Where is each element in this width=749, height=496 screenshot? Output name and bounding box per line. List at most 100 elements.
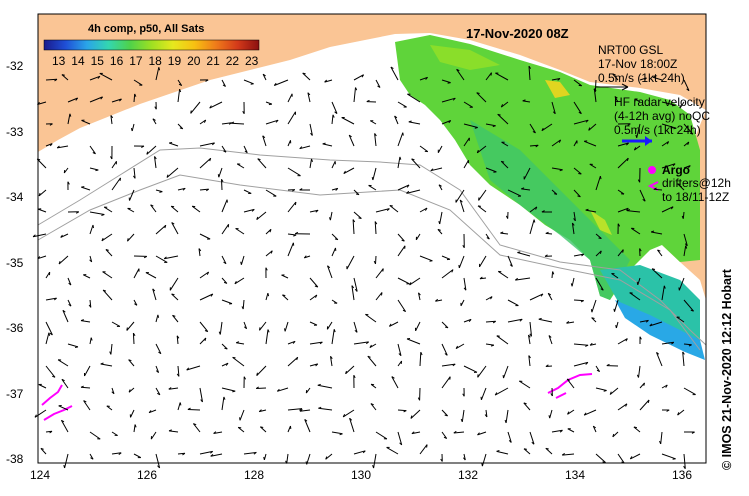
current-arrow <box>351 285 355 301</box>
current-arrow <box>89 299 92 308</box>
current-arrow <box>528 66 531 81</box>
current-arrow <box>353 450 366 455</box>
current-arrow-head <box>580 300 584 303</box>
current-arrow <box>406 189 421 194</box>
current-arrow-head <box>299 409 303 412</box>
current-arrow-head <box>656 352 660 355</box>
current-arrow <box>406 338 421 345</box>
colorbar-tick-label: 16 <box>109 54 124 68</box>
current-arrow <box>566 321 575 324</box>
current-arrow <box>177 365 180 377</box>
current-arrow-head <box>637 179 641 183</box>
current-arrow-head <box>238 426 242 429</box>
current-arrow <box>589 343 597 346</box>
current-arrow-head <box>476 149 479 154</box>
current-arrow-head <box>358 217 362 219</box>
current-arrow <box>40 448 47 455</box>
current-arrow <box>235 228 245 235</box>
credit-text: © IMOS 21-Nov-2020 12:12 Hobart <box>720 269 734 470</box>
current-arrow <box>262 73 267 81</box>
current-arrow <box>463 365 478 373</box>
current-arrow <box>259 409 267 413</box>
current-arrow-head <box>390 66 394 70</box>
current-arrow <box>309 123 313 136</box>
current-arrow <box>259 321 267 331</box>
current-arrow-head <box>101 214 105 216</box>
current-arrow <box>299 145 311 150</box>
current-arrow <box>617 249 624 257</box>
current-arrow-head <box>218 331 221 335</box>
current-arrow <box>277 387 289 392</box>
current-arrow <box>496 450 509 455</box>
y-tick-label: -32 <box>6 59 24 73</box>
current-arrow-head <box>545 231 549 234</box>
current-arrow-head <box>206 271 210 275</box>
current-arrow-head <box>532 130 536 134</box>
current-arrow <box>386 446 399 455</box>
current-arrow <box>651 268 663 279</box>
current-arrow-head <box>371 176 374 181</box>
current-arrow <box>322 143 333 147</box>
current-arrow <box>592 425 597 433</box>
current-arrow <box>193 423 201 433</box>
current-arrow <box>36 158 47 169</box>
current-arrow-head <box>80 319 84 322</box>
current-arrow-head <box>234 280 237 285</box>
current-arrow-head <box>529 333 532 337</box>
current-arrow-head <box>609 391 612 395</box>
current-arrow <box>287 201 297 213</box>
current-arrow <box>476 145 487 154</box>
current-arrow-head <box>186 367 190 371</box>
current-arrow-head <box>521 187 525 190</box>
current-arrow <box>661 453 676 460</box>
current-arrow <box>507 255 513 267</box>
current-arrow-head <box>566 320 570 324</box>
current-arrow-head <box>444 414 448 417</box>
current-arrow-head <box>593 88 597 92</box>
current-arrow <box>199 321 209 332</box>
current-arrow-head <box>435 298 439 302</box>
current-arrow <box>435 299 443 302</box>
current-arrow <box>111 98 122 103</box>
current-arrow-head <box>687 141 690 145</box>
current-arrow-head <box>501 160 505 163</box>
current-arrow <box>441 363 456 367</box>
current-arrow-head <box>318 406 322 409</box>
colorbar-tick-label: 13 <box>52 54 66 68</box>
current-arrow <box>375 255 377 264</box>
current-arrow-head <box>118 452 122 456</box>
current-arrow-head <box>178 83 182 87</box>
current-arrow-head <box>241 306 244 310</box>
current-arrow <box>177 187 186 191</box>
current-arrow-head <box>132 175 136 179</box>
current-arrow <box>302 72 311 81</box>
current-arrow-head <box>538 317 542 320</box>
current-arrow <box>573 253 584 257</box>
current-arrow <box>34 409 47 418</box>
current-arrow <box>155 365 160 373</box>
current-arrow-head <box>296 357 299 361</box>
current-arrow-head <box>92 152 96 155</box>
current-arrow-head <box>243 376 247 380</box>
current-arrow <box>177 79 183 86</box>
current-arrow <box>411 431 421 435</box>
current-arrow-head <box>533 219 536 223</box>
x-tick-label: 124 <box>30 468 51 482</box>
current-arrow <box>155 255 168 263</box>
current-arrow-head <box>217 174 220 178</box>
current-arrow-head <box>206 188 209 192</box>
current-arrow <box>128 359 135 367</box>
current-arrow <box>391 376 399 389</box>
current-arrow <box>265 228 272 235</box>
current-arrow-head <box>40 447 44 450</box>
current-arrow <box>630 453 641 460</box>
current-arrow <box>633 426 641 433</box>
current-arrow-head <box>585 362 589 365</box>
current-arrow <box>441 79 451 84</box>
current-arrow <box>419 76 428 81</box>
current-arrow <box>567 409 575 415</box>
current-arrow-head <box>514 277 519 281</box>
current-arrow <box>419 444 428 455</box>
current-arrow <box>589 163 597 169</box>
current-arrow <box>638 365 641 378</box>
